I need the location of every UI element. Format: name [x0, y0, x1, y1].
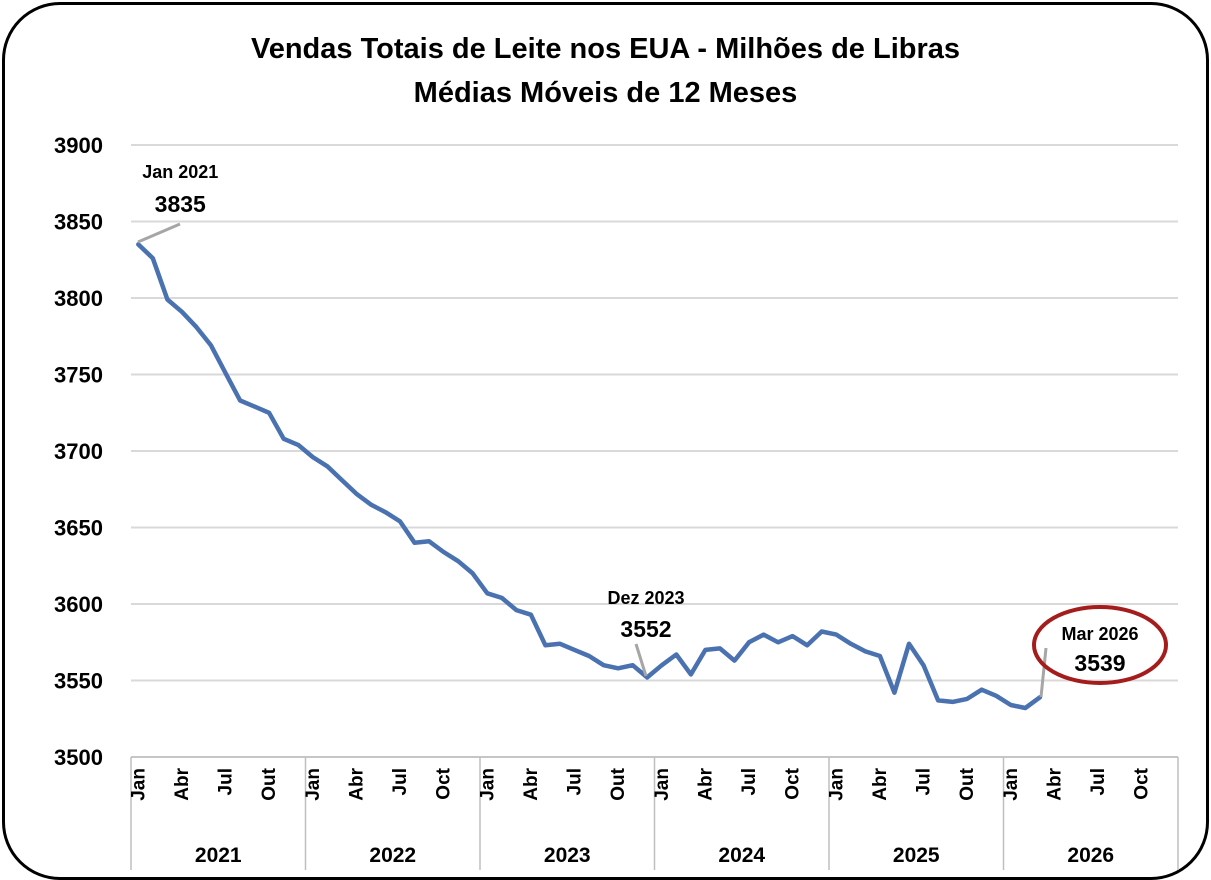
x-tick-label: Abr [346, 767, 367, 800]
annotation-date: Jan 2021 [142, 162, 218, 182]
y-tick-label: 3900 [54, 133, 103, 158]
x-tick-label: Jan [826, 768, 847, 801]
x-tick-label: Out [608, 767, 629, 800]
x-tick-label: Abr [521, 767, 542, 800]
y-tick-label: 3500 [54, 745, 103, 770]
x-tick-label: Abr [1044, 767, 1065, 800]
series-line [136, 242, 1043, 711]
chart-title: Vendas Totais de Leite nos EUA - Milhões… [250, 33, 961, 65]
x-tick-label: Jul [739, 768, 760, 795]
x-tick-label: Oct [1132, 767, 1153, 799]
x-tick-label: Jan [477, 768, 498, 801]
x-tick-label: Jan [303, 768, 324, 801]
y-tick-label: 3600 [54, 592, 103, 617]
annotation-value: 3539 [1074, 650, 1125, 676]
x-tick-label: Out [957, 767, 978, 800]
annotation-leader [137, 222, 181, 244]
y-tick-label: 3800 [54, 286, 103, 311]
y-tick-label: 3750 [54, 363, 103, 388]
annotation-date: Dez 2023 [607, 588, 684, 608]
highlight-circle [1032, 605, 1168, 685]
y-tick-label: 3650 [54, 516, 103, 541]
x-tick-label: Jul [216, 768, 237, 795]
x-tick-label: Jan [1001, 768, 1022, 801]
annotation-leader [634, 643, 648, 677]
x-tick-label: Jan [652, 768, 673, 801]
year-label: 2026 [1067, 844, 1114, 867]
y-tick-label: 3700 [54, 439, 103, 464]
annotation-leader [1039, 647, 1048, 698]
annotation-value: 3552 [620, 616, 671, 642]
x-tick-label: Abr [695, 767, 716, 800]
chart-subtitle: Médias Móveis de 12 Meses [413, 77, 798, 109]
x-tick-label: Abr [870, 767, 891, 800]
x-tick-label: Jul [914, 768, 935, 795]
x-tick-label: Jan [128, 768, 149, 801]
x-tick-label: Oct [783, 767, 804, 799]
year-label: 2022 [369, 844, 416, 867]
x-tick-label: Oct [434, 767, 455, 799]
year-label: 2025 [893, 844, 940, 867]
annotation-value: 3835 [155, 191, 206, 217]
x-tick-label: Jul [565, 768, 586, 795]
x-tick-label: Abr [172, 767, 193, 800]
x-tick-label: Out [259, 767, 280, 800]
year-label: 2023 [544, 844, 591, 867]
y-tick-label: 3850 [54, 210, 103, 235]
y-tick-label: 3550 [54, 669, 103, 694]
x-tick-label: Jul [1088, 768, 1109, 795]
year-label: 2024 [718, 844, 765, 867]
x-tick-label: Jul [390, 768, 411, 795]
annotation-date: Mar 2026 [1061, 624, 1138, 644]
year-label: 2021 [195, 844, 242, 867]
